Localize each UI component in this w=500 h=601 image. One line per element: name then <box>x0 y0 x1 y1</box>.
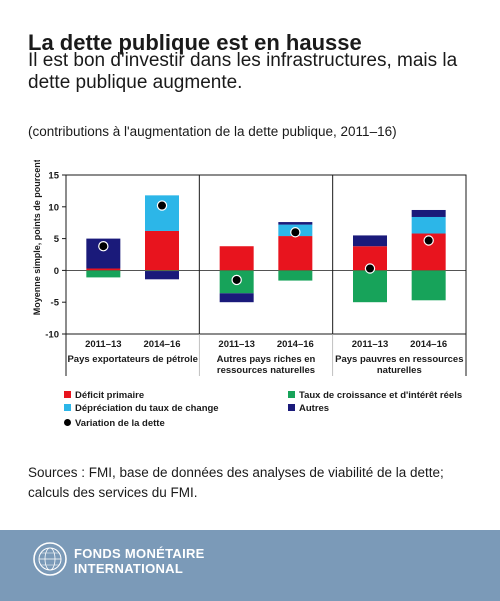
group-label: ressources naturelles <box>217 365 315 376</box>
bar-segment <box>353 270 387 303</box>
imf-seal-icon <box>33 542 67 576</box>
debt-variation-marker <box>364 263 376 274</box>
x-tick-label: 2014–16 <box>410 339 447 350</box>
legend-marker <box>64 419 71 426</box>
x-tick-label: 2011–13 <box>352 339 388 350</box>
y-tick-label: 10 <box>48 202 59 213</box>
group-label: naturelles <box>377 365 422 376</box>
y-tick-label: -5 <box>51 298 60 309</box>
bar-segment <box>86 268 121 271</box>
y-tick-label: -10 <box>45 330 59 341</box>
legend-label: Autres <box>299 403 329 414</box>
debt-variation-marker <box>231 274 242 286</box>
group-label: Autres pays riches en <box>217 354 316 365</box>
legend-label: Variation de la dette <box>75 418 165 429</box>
chart-title: La dette publique est en hausse <box>28 30 362 55</box>
debt-variation-marker <box>98 241 109 252</box>
group-label: Pays exportateurs de pétrole <box>67 354 197 365</box>
bar-segment <box>86 270 121 278</box>
bar-segment <box>219 293 254 303</box>
bar-segment <box>353 235 387 247</box>
debt-variation-marker <box>290 227 301 238</box>
org-name-line1: FONDS MONÉTAIRE <box>74 546 205 561</box>
bar-segment <box>411 209 446 217</box>
legend-swatch <box>288 404 295 411</box>
bar-segment <box>145 270 179 272</box>
bar-segment <box>145 271 179 280</box>
legend-label: Déficit primaire <box>75 390 144 401</box>
debt-variation-marker <box>156 200 168 211</box>
chart-subtitle: Il est bon d'investir dans les infrastru… <box>28 50 458 93</box>
legend-swatch <box>64 391 71 398</box>
footer-bar: FONDS MONÉTAIRE INTERNATIONAL <box>0 530 500 601</box>
x-tick-label: 2014–16 <box>277 339 314 350</box>
plot-frame <box>65 174 467 335</box>
legend-label: Dépréciation du taux de change <box>75 403 219 414</box>
bar-segment <box>278 270 313 281</box>
bar-segment <box>145 230 179 271</box>
y-axis-label: Moyenne simple, points de pourcentage <box>32 160 42 315</box>
legend-swatch <box>64 404 71 411</box>
stacked-bar-chart: -10 -5 0 5 10 15 Moyenne simple, points de pou… <box>32 160 467 429</box>
chart-note: (contributions à l'augmentation de la de… <box>28 124 397 139</box>
legend-swatch <box>288 391 295 398</box>
y-tick-label: 5 <box>54 234 60 245</box>
y-tick-label: 15 <box>48 171 59 182</box>
legend-label: Taux de croissance et d'intérêt réels <box>299 390 462 401</box>
y-tick-label: 0 <box>54 266 59 277</box>
group-label: Pays pauvres en ressources <box>335 354 463 365</box>
org-name-line2: INTERNATIONAL <box>74 561 184 576</box>
bar-segment <box>219 246 254 271</box>
bar-segment <box>278 236 313 271</box>
x-tick-label: 2011–13 <box>218 339 254 350</box>
debt-variation-marker <box>423 235 434 246</box>
bar-segment <box>411 270 446 301</box>
bar-segment <box>411 216 446 234</box>
x-tick-label: 2014–16 <box>144 339 181 350</box>
x-tick-label: 2011–13 <box>85 339 121 350</box>
bar-segment <box>278 222 313 225</box>
sources-note: Sources : FMI, base de données des analy… <box>28 465 444 500</box>
